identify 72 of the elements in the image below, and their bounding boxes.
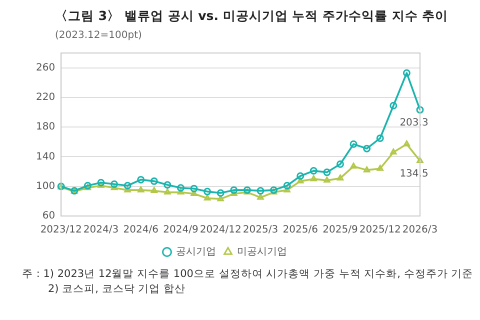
point (164, 188, 171, 195)
x-tick-label: 2024/12 (200, 224, 242, 236)
point (217, 195, 224, 202)
y-tick-label: 220 (36, 92, 56, 104)
point (84, 184, 92, 190)
point (390, 102, 398, 110)
point (310, 175, 318, 182)
point (363, 144, 371, 152)
y-tick-label: 260 (36, 62, 56, 74)
point (110, 180, 118, 188)
point (416, 157, 424, 164)
point (177, 188, 184, 195)
data-label: 134.5 (400, 168, 428, 180)
point (110, 184, 118, 190)
point (323, 168, 331, 176)
point (363, 166, 370, 172)
legend-label: 공시기업 (176, 246, 216, 258)
point (98, 182, 104, 188)
x-tick-label: 2025/12 (359, 224, 401, 236)
point (164, 181, 172, 189)
point (350, 162, 357, 169)
text: 주 : 1) 2023년 12월말 지수를 100으로 설정하여 시가총액 가중 누적 지수화, 수정주가 기준 (22, 267, 474, 282)
point (284, 186, 290, 192)
point (270, 188, 278, 195)
point (97, 178, 105, 186)
point (150, 187, 158, 194)
point (230, 186, 238, 194)
point (150, 177, 158, 185)
x-tick-label: 2025/6 (282, 224, 318, 236)
x-tick-label: 2024/3 (83, 224, 119, 236)
point (204, 194, 211, 200)
point (324, 176, 330, 183)
point (416, 106, 424, 114)
chart-subtitle: (2023.12=100pt) (54, 29, 143, 41)
point (256, 187, 264, 195)
x-tick-label: 2025/3 (242, 224, 278, 236)
legend-label: 미공시기업 (237, 246, 287, 258)
x-tick-label: 2024/9 (163, 224, 198, 236)
data-label: 203.3 (400, 117, 428, 128)
point (336, 174, 344, 180)
x-tick-label: 2023/12 (40, 224, 82, 236)
point (403, 140, 410, 146)
point (283, 182, 291, 190)
text: 2) 코스피, 코스닥 기업 합산 (47, 282, 186, 297)
point (376, 164, 384, 171)
point (257, 194, 264, 200)
point (297, 177, 304, 184)
point (310, 167, 318, 175)
point (190, 190, 198, 196)
point (336, 160, 344, 168)
point (390, 148, 397, 155)
y-tick-label: 180 (36, 122, 56, 133)
point (204, 188, 212, 196)
point (124, 186, 131, 192)
x-tick-label: 2025/9 (322, 224, 358, 236)
x-tick-label: 2024/6 (123, 224, 158, 236)
point (190, 184, 198, 192)
point (124, 182, 132, 190)
point (350, 140, 358, 148)
point (137, 176, 145, 184)
y-tick-label: 140 (36, 151, 56, 162)
y-tick-label: 60 (42, 210, 56, 222)
x-tick-label: 2026/3 (402, 224, 438, 236)
point (216, 189, 224, 197)
point (296, 172, 304, 180)
chart-title: 〈그림 3〉 밸류업 공시 vs. 미공시기업 누적 주가수익률 지수 추이 (54, 7, 450, 25)
point (138, 186, 144, 192)
y-tick-label: 100 (36, 180, 56, 192)
point (230, 190, 238, 196)
point (376, 134, 384, 142)
point (402, 69, 410, 77)
point (176, 184, 184, 192)
